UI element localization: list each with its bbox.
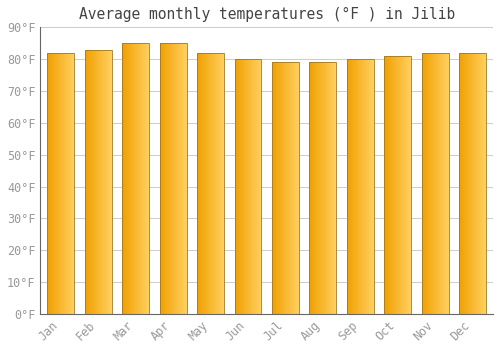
- Bar: [160, 43, 186, 314]
- Bar: [384, 56, 411, 314]
- Bar: [197, 53, 224, 314]
- Title: Average monthly temperatures (°F ) in Jilib: Average monthly temperatures (°F ) in Ji…: [78, 7, 455, 22]
- Bar: [85, 50, 112, 314]
- Bar: [347, 59, 374, 314]
- Bar: [234, 59, 262, 314]
- Bar: [310, 62, 336, 314]
- Bar: [272, 62, 299, 314]
- Bar: [422, 53, 448, 314]
- Bar: [459, 53, 486, 314]
- Bar: [48, 53, 74, 314]
- Bar: [122, 43, 149, 314]
